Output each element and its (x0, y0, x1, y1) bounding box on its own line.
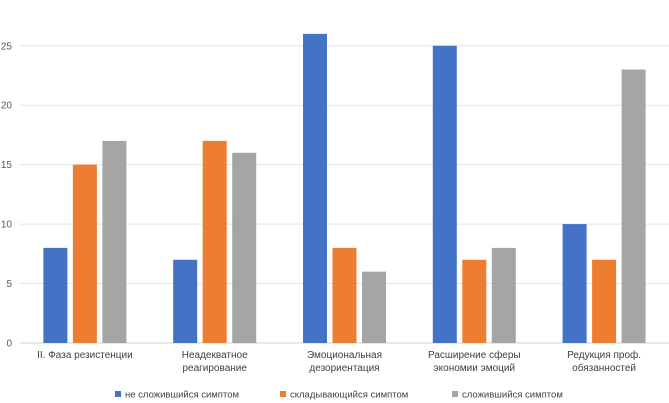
category-labels: II. Фаза резистенции Неадекватное реагиров… (37, 349, 641, 374)
bar (621, 69, 646, 344)
bar (491, 247, 516, 343)
y-tick-label: 25 (1, 41, 13, 52)
category-label: Редукция проф. обязанностей (567, 349, 641, 374)
bar (202, 140, 227, 343)
bar (562, 224, 587, 343)
y-axis-tick-labels: 0 5 10 15 20 25 (1, 41, 13, 349)
bar (173, 259, 198, 343)
y-tick-label: 20 (1, 101, 13, 112)
legend-label: складывающийся симптом (290, 390, 408, 401)
gridlines (20, 45, 669, 344)
y-tick-label: 0 (6, 339, 12, 350)
bars (43, 33, 646, 344)
bar (462, 259, 487, 343)
legend-swatch (280, 391, 286, 397)
category-label: Эмоциональная дезориентация (307, 350, 382, 374)
bar (432, 45, 457, 344)
y-tick-label: 5 (6, 279, 12, 290)
legend-item: сложившийся симптом (452, 390, 563, 401)
y-tick-label: 15 (1, 160, 13, 171)
bar (362, 271, 386, 343)
category-label: Расширение сферы экономии эмоций (428, 349, 521, 374)
legend-item: складывающийся симптом (280, 390, 408, 401)
legend: не сложившийся симптом складывающийся сим… (115, 390, 563, 401)
legend-swatch (115, 391, 121, 397)
bar (592, 259, 617, 343)
bar (72, 164, 97, 343)
category-label: Неадекватное реагирование (182, 350, 248, 374)
legend-label: сложившийся симптом (462, 390, 563, 401)
legend-item: не сложившийся симптом (115, 390, 239, 401)
legend-swatch (452, 391, 458, 397)
bar (332, 247, 357, 343)
bar (303, 33, 327, 344)
bar (102, 140, 127, 343)
bar (43, 247, 68, 343)
legend-label: не сложившийся симптом (125, 390, 239, 401)
bar (232, 152, 257, 343)
category-label: II. Фаза резистенции (37, 350, 133, 361)
y-tick-label: 10 (1, 220, 13, 231)
